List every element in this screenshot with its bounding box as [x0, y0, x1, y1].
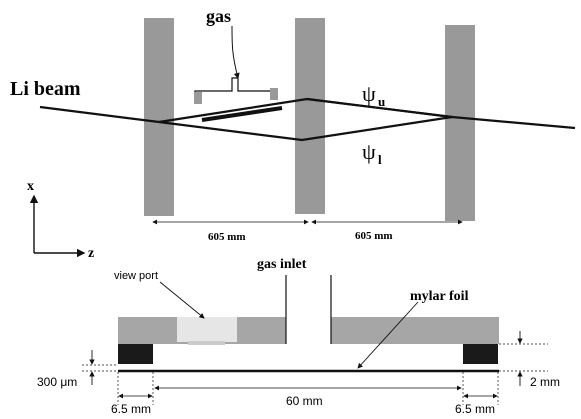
mylar-foil-pointer — [357, 301, 419, 369]
dim-2mm-label: 2 mm — [530, 375, 560, 389]
view-port-label: view port — [114, 270, 158, 282]
gratings — [144, 18, 475, 221]
grating-1 — [144, 18, 174, 216]
beam-outgoing — [451, 115, 576, 130]
dim-300um-label: 300 μm — [37, 375, 77, 389]
psi-lower-symbol: ψ — [362, 139, 376, 164]
gas-arrow — [231, 25, 240, 79]
psi-upper-symbol: ψ — [362, 81, 376, 106]
bottom-dimensions — [118, 385, 498, 399]
psi-upper-label: ψ u — [362, 81, 385, 109]
diffraction-continuation — [306, 97, 453, 119]
beam-path-lower — [158, 115, 453, 142]
view-port-pointer — [159, 281, 205, 319]
dim-6-5-right-label: 6.5 mm — [455, 402, 495, 416]
grating-spacing-dimensions: 605 mm 605 mm — [152, 219, 463, 243]
gas-label: gas — [206, 6, 231, 26]
grating-2 — [295, 18, 325, 214]
coordinate-axes: x z — [27, 179, 94, 261]
mylar-foil-label: mylar foil — [410, 289, 469, 304]
psi-lower-label: ψ l — [362, 139, 382, 167]
gas-inlet-label: gas inlet — [257, 257, 307, 272]
grating-3 — [445, 25, 475, 221]
gas-cell — [194, 25, 283, 122]
cell-housing — [118, 275, 499, 373]
gas-cell-septum — [201, 106, 283, 122]
dim-left-label: 605 mm — [208, 231, 246, 243]
dim-60mm-label: 60 mm — [286, 394, 323, 408]
view-port-window — [177, 317, 237, 342]
spacer-block-left — [118, 344, 153, 364]
gas-cell-right-wall — [270, 88, 278, 100]
li-beam-label: Li beam — [10, 78, 81, 100]
psi-upper-subscript: u — [378, 94, 385, 109]
x-axis-label: x — [27, 179, 34, 194]
thickness-arrows — [89, 331, 523, 386]
reference-lines — [82, 343, 548, 405]
z-axis-label: z — [88, 246, 94, 261]
psi-lower-subscript: l — [378, 152, 382, 167]
view-port-rim — [188, 341, 225, 345]
spacer-block-right — [463, 344, 498, 364]
dim-6-5-left-label: 6.5 mm — [111, 402, 151, 416]
li-beam-incoming — [39, 105, 160, 124]
dim-right-label: 605 mm — [355, 230, 393, 242]
beam-paths — [39, 97, 576, 142]
gas-cell-outline — [194, 77, 277, 104]
housing-right — [331, 317, 499, 344]
gas-cell-left-wall — [194, 92, 202, 104]
